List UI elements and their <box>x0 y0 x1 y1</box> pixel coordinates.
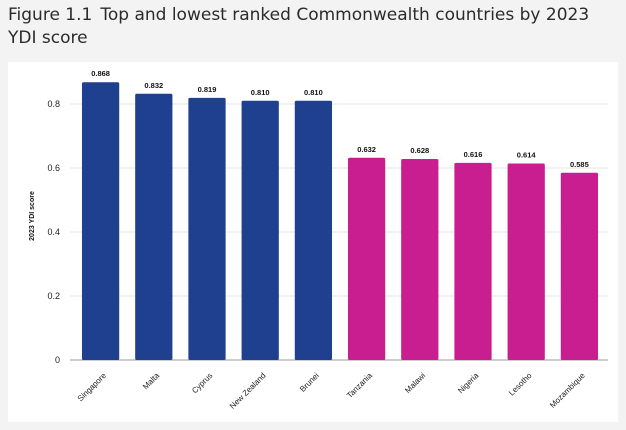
data-label: 0.632 <box>357 145 376 154</box>
data-label: 0.810 <box>251 88 270 97</box>
x-axis-categories: Singapore Malta Cyprus New Zealand Brunei Tan… <box>76 371 587 411</box>
y-axis-label: 2023 YDI score <box>29 191 36 241</box>
bar-malawi <box>401 159 439 360</box>
data-label: 0.616 <box>464 150 483 159</box>
bars <box>81 82 599 361</box>
bar-malta <box>135 93 173 360</box>
bar-nigeria <box>454 162 492 360</box>
data-label: 0.868 <box>91 69 110 78</box>
bar-lesotho <box>507 163 545 360</box>
bar-tanzania <box>347 157 386 360</box>
figure-number: Figure 1.1 <box>8 5 93 25</box>
data-label: 0.585 <box>570 160 589 169</box>
x-tick-label: Malawi <box>403 371 427 395</box>
x-tick-label: Cyprus <box>190 371 214 395</box>
y-tick-label: 0.8 <box>47 99 60 109</box>
chart-panel: 0 0.2 0.4 0.6 0.8 2023 YDI score 0.868 0.832 0… <box>8 62 618 422</box>
y-tick-label: 0.2 <box>47 291 60 301</box>
y-tick-label: 0 <box>55 355 60 365</box>
x-tick-label: Nigeria <box>456 371 481 396</box>
y-tick-label: 0.4 <box>47 227 60 237</box>
bar-brunei <box>294 100 333 361</box>
x-tick-label: Brunei <box>298 371 321 394</box>
data-label: 0.614 <box>517 151 537 160</box>
figure-title-text: Top and lowest ranked Commonwealth count… <box>8 5 590 48</box>
x-tick-label: Lesotho <box>507 371 534 398</box>
data-label: 0.819 <box>198 85 217 94</box>
data-labels: 0.868 0.832 0.819 0.810 0.810 0.632 0.628 0.616… <box>91 69 589 169</box>
data-label: 0.810 <box>304 88 323 97</box>
bar-singapore <box>81 82 120 361</box>
data-label: 0.832 <box>144 81 163 90</box>
bar-new-zealand <box>241 100 279 361</box>
x-tick-label: Mozambique <box>548 371 587 410</box>
x-tick-label: Tanzania <box>345 371 374 400</box>
data-label: 0.628 <box>410 146 429 155</box>
bar-cyprus <box>188 97 226 361</box>
x-tick-label: New Zealand <box>228 371 268 411</box>
x-tick-label: Malta <box>141 371 162 392</box>
y-axis-ticks: 0 0.2 0.4 0.6 0.8 <box>47 99 60 365</box>
y-tick-label: 0.6 <box>47 163 60 173</box>
x-tick-label: Singapore <box>76 371 109 404</box>
bar-mozambique <box>560 172 599 360</box>
figure-title: Figure 1.1 Top and lowest ranked Commonwe… <box>8 4 618 50</box>
